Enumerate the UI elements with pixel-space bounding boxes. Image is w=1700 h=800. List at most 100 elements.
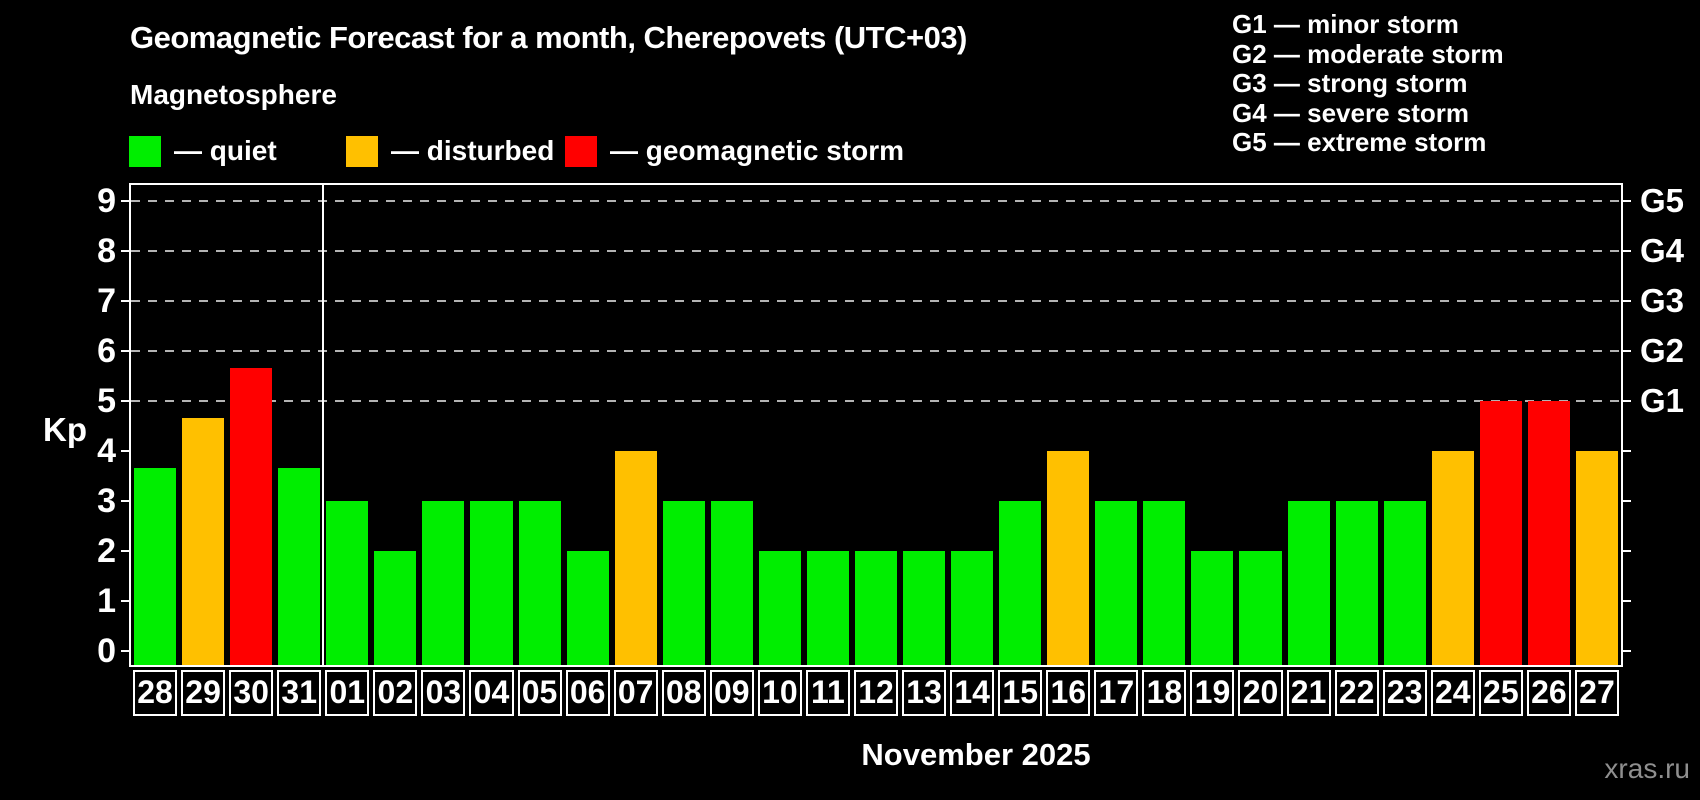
y-axis-tick-right-9 (1623, 200, 1631, 202)
date-cell-27: 27 (1574, 670, 1619, 716)
bar-29 (182, 417, 225, 665)
right-axis-label-g2: G2 (1640, 332, 1685, 369)
month-label: November 2025 (861, 737, 1091, 772)
bar-19 (1191, 551, 1234, 665)
date-cell-02: 02 (373, 670, 418, 716)
legend-item-storm: — geomagnetic storm (565, 135, 904, 167)
y-axis-label-7: 7 (97, 282, 116, 320)
right-axis-label-g1: G1 (1640, 382, 1685, 419)
date-cell-05: 05 (517, 670, 562, 716)
y-axis-tick-left-6 (121, 350, 129, 352)
date-cell-15: 15 (998, 670, 1043, 716)
y-axis-tick-right-6 (1623, 350, 1631, 352)
date-cell-03: 03 (421, 670, 466, 716)
bar-02 (374, 551, 417, 665)
y-axis-tick-left-0 (121, 650, 129, 652)
bar-31 (278, 467, 321, 665)
bar-23 (1383, 501, 1426, 665)
bar-16 (1047, 451, 1090, 665)
date-cell-12: 12 (853, 670, 899, 716)
bar-30 (230, 367, 273, 665)
date-cell-11: 11 (805, 670, 850, 716)
bar-20 (1239, 551, 1282, 665)
bar-15 (999, 501, 1042, 665)
bar-22 (1335, 501, 1378, 665)
y-axis-label-2: 2 (97, 532, 116, 570)
right-axis-label-g3: G3 (1640, 282, 1685, 319)
date-cell-08: 08 (661, 670, 706, 716)
legend-label-storm: — geomagnetic storm (610, 135, 905, 166)
bar-18 (1143, 501, 1186, 665)
date-cell-23: 23 (1382, 670, 1427, 716)
date-cell-20: 20 (1238, 670, 1283, 716)
y-axis-tick-left-3 (121, 500, 129, 502)
legend-label-quiet: — quiet (174, 135, 277, 166)
date-cell-24: 24 (1430, 670, 1475, 716)
date-cell-09: 09 (709, 670, 754, 716)
y-axis-label-8: 8 (97, 232, 116, 270)
bar-21 (1287, 501, 1330, 665)
y-axis-tick-right-3 (1623, 500, 1631, 502)
bar-11 (806, 551, 849, 665)
legend-label-disturbed: — disturbed (391, 135, 555, 166)
date-cell-06: 06 (565, 670, 610, 716)
y-axis-tick-right-0 (1623, 650, 1631, 652)
y-axis-tick-left-7 (121, 300, 129, 302)
y-axis-tick-right-7 (1623, 300, 1631, 302)
legend-item-disturbed: — disturbed (346, 135, 554, 167)
g-legend-item-g1: G1 — minor storm (1232, 9, 1459, 39)
gridline-kp8 (131, 250, 1621, 252)
gridline-kp6 (131, 350, 1621, 352)
date-cell-16: 16 (1046, 670, 1091, 716)
y-axis-label-0: 0 (97, 632, 116, 670)
y-axis-label-5: 5 (97, 382, 116, 420)
date-cell-14: 14 (950, 670, 995, 716)
month-separator-line (322, 185, 325, 665)
y-axis-label-3: 3 (97, 482, 116, 520)
y-axis-tick-left-1 (121, 600, 129, 602)
disturbed-swatch-icon (346, 135, 378, 167)
date-cell-28: 28 (133, 670, 178, 716)
date-cell-30: 30 (229, 670, 274, 716)
date-cell-01: 01 (325, 670, 370, 716)
gridline-kp9 (131, 200, 1621, 202)
date-cell-07: 07 (613, 670, 658, 716)
bar-25 (1479, 401, 1522, 665)
y-axis-tick-left-4 (121, 450, 129, 452)
bar-01 (326, 501, 369, 665)
g-legend-item-g2: G2 — moderate storm (1232, 38, 1504, 69)
right-axis-label-g4: G4 (1640, 232, 1685, 269)
bar-17 (1095, 501, 1138, 665)
y-axis-tick-right-1 (1623, 600, 1631, 602)
bar-04 (470, 501, 513, 665)
bar-06 (566, 551, 609, 665)
y-axis-label-6: 6 (97, 332, 116, 370)
y-axis-title: Kp (43, 411, 87, 448)
g-legend-item-g4: G4 — severe storm (1232, 97, 1470, 128)
y-axis-tick-left-5 (121, 400, 129, 402)
y-axis-tick-right-4 (1623, 450, 1631, 452)
date-cell-22: 22 (1334, 670, 1379, 716)
date-cell-26: 26 (1526, 670, 1571, 716)
date-cell-13: 13 (902, 670, 947, 716)
legend-item-quiet: — quiet (129, 135, 277, 167)
bar-28 (134, 467, 177, 665)
watermark: xras.ru (1604, 753, 1690, 784)
bar-12 (854, 551, 898, 665)
date-cell-10: 10 (757, 670, 802, 716)
storm-swatch-icon (565, 135, 597, 167)
gridline-kp5 (131, 400, 1621, 402)
quiet-swatch-icon (129, 135, 161, 167)
date-cell-31: 31 (277, 670, 322, 716)
date-cell-18: 18 (1142, 670, 1187, 716)
date-cell-04: 04 (469, 670, 514, 716)
chart-subtitle: Magnetosphere (130, 79, 337, 110)
bar-03 (422, 501, 465, 665)
y-axis-tick-left-2 (121, 550, 129, 552)
y-axis-tick-right-5 (1623, 400, 1631, 402)
bar-09 (710, 501, 753, 665)
bar-07 (614, 451, 657, 665)
bar-13 (903, 551, 946, 665)
y-axis-tick-right-2 (1623, 550, 1631, 552)
